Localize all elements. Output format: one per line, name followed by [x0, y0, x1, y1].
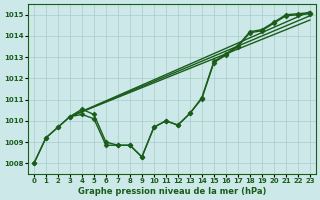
X-axis label: Graphe pression niveau de la mer (hPa): Graphe pression niveau de la mer (hPa) — [78, 187, 266, 196]
